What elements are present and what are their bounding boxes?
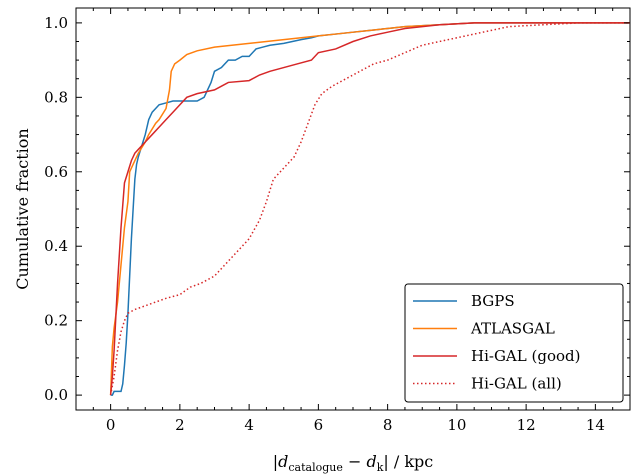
y-tick-label: 0.0: [44, 386, 68, 404]
x-tick-label: 14: [586, 416, 605, 434]
series-line-hi-gal-good: [109, 22, 630, 396]
x-axis-title-close: | / kpc: [383, 452, 433, 471]
x-tick-label: 6: [314, 416, 324, 434]
x-tick-label: 8: [383, 416, 393, 434]
legend-label-higal-good: Hi-GAL (good): [471, 347, 580, 365]
x-axis-title-minus: −: [343, 452, 367, 471]
x-axis-title-sub1: catalogue: [288, 461, 342, 474]
x-axis-title-open: |: [273, 452, 278, 471]
y-tick-label: 0.6: [44, 163, 68, 181]
ticks-layer: 0 2 4 6 8 10 12 14 0.0 0.2 0.4 0.6 0.8 1.0: [44, 8, 631, 434]
legend-box: [404, 283, 624, 403]
y-tick-label: 0.2: [44, 312, 68, 330]
x-tick-label: 0: [106, 416, 116, 434]
x-tick-label: 10: [447, 416, 466, 434]
x-axis-title-sub2: k: [377, 461, 384, 474]
legend-label-atlasgal: ATLASGAL: [470, 320, 555, 338]
legend-label-higal-all: Hi-GAL (all): [471, 375, 562, 393]
x-tick-label: 4: [244, 416, 254, 434]
y-tick-label: 0.4: [44, 237, 68, 255]
legend: BGPS ATLASGAL Hi-GAL (good) Hi-GAL (all): [404, 283, 624, 403]
y-tick-label: 0.8: [44, 88, 68, 106]
x-axis-title-d2: d: [366, 452, 376, 471]
y-axis-title: Cumulative fraction: [13, 128, 32, 289]
x-axis-title-d1: d: [278, 452, 288, 471]
x-tick-label: 2: [175, 416, 185, 434]
x-tick-label: 12: [517, 416, 536, 434]
y-tick-label: 1.0: [44, 14, 68, 32]
legend-label-bgps: BGPS: [471, 292, 515, 310]
series-layer: [109, 22, 630, 396]
x-axis-title: |dcatalogue − dk| / kpc: [273, 452, 434, 474]
series-line-atlasgal: [109, 22, 630, 396]
